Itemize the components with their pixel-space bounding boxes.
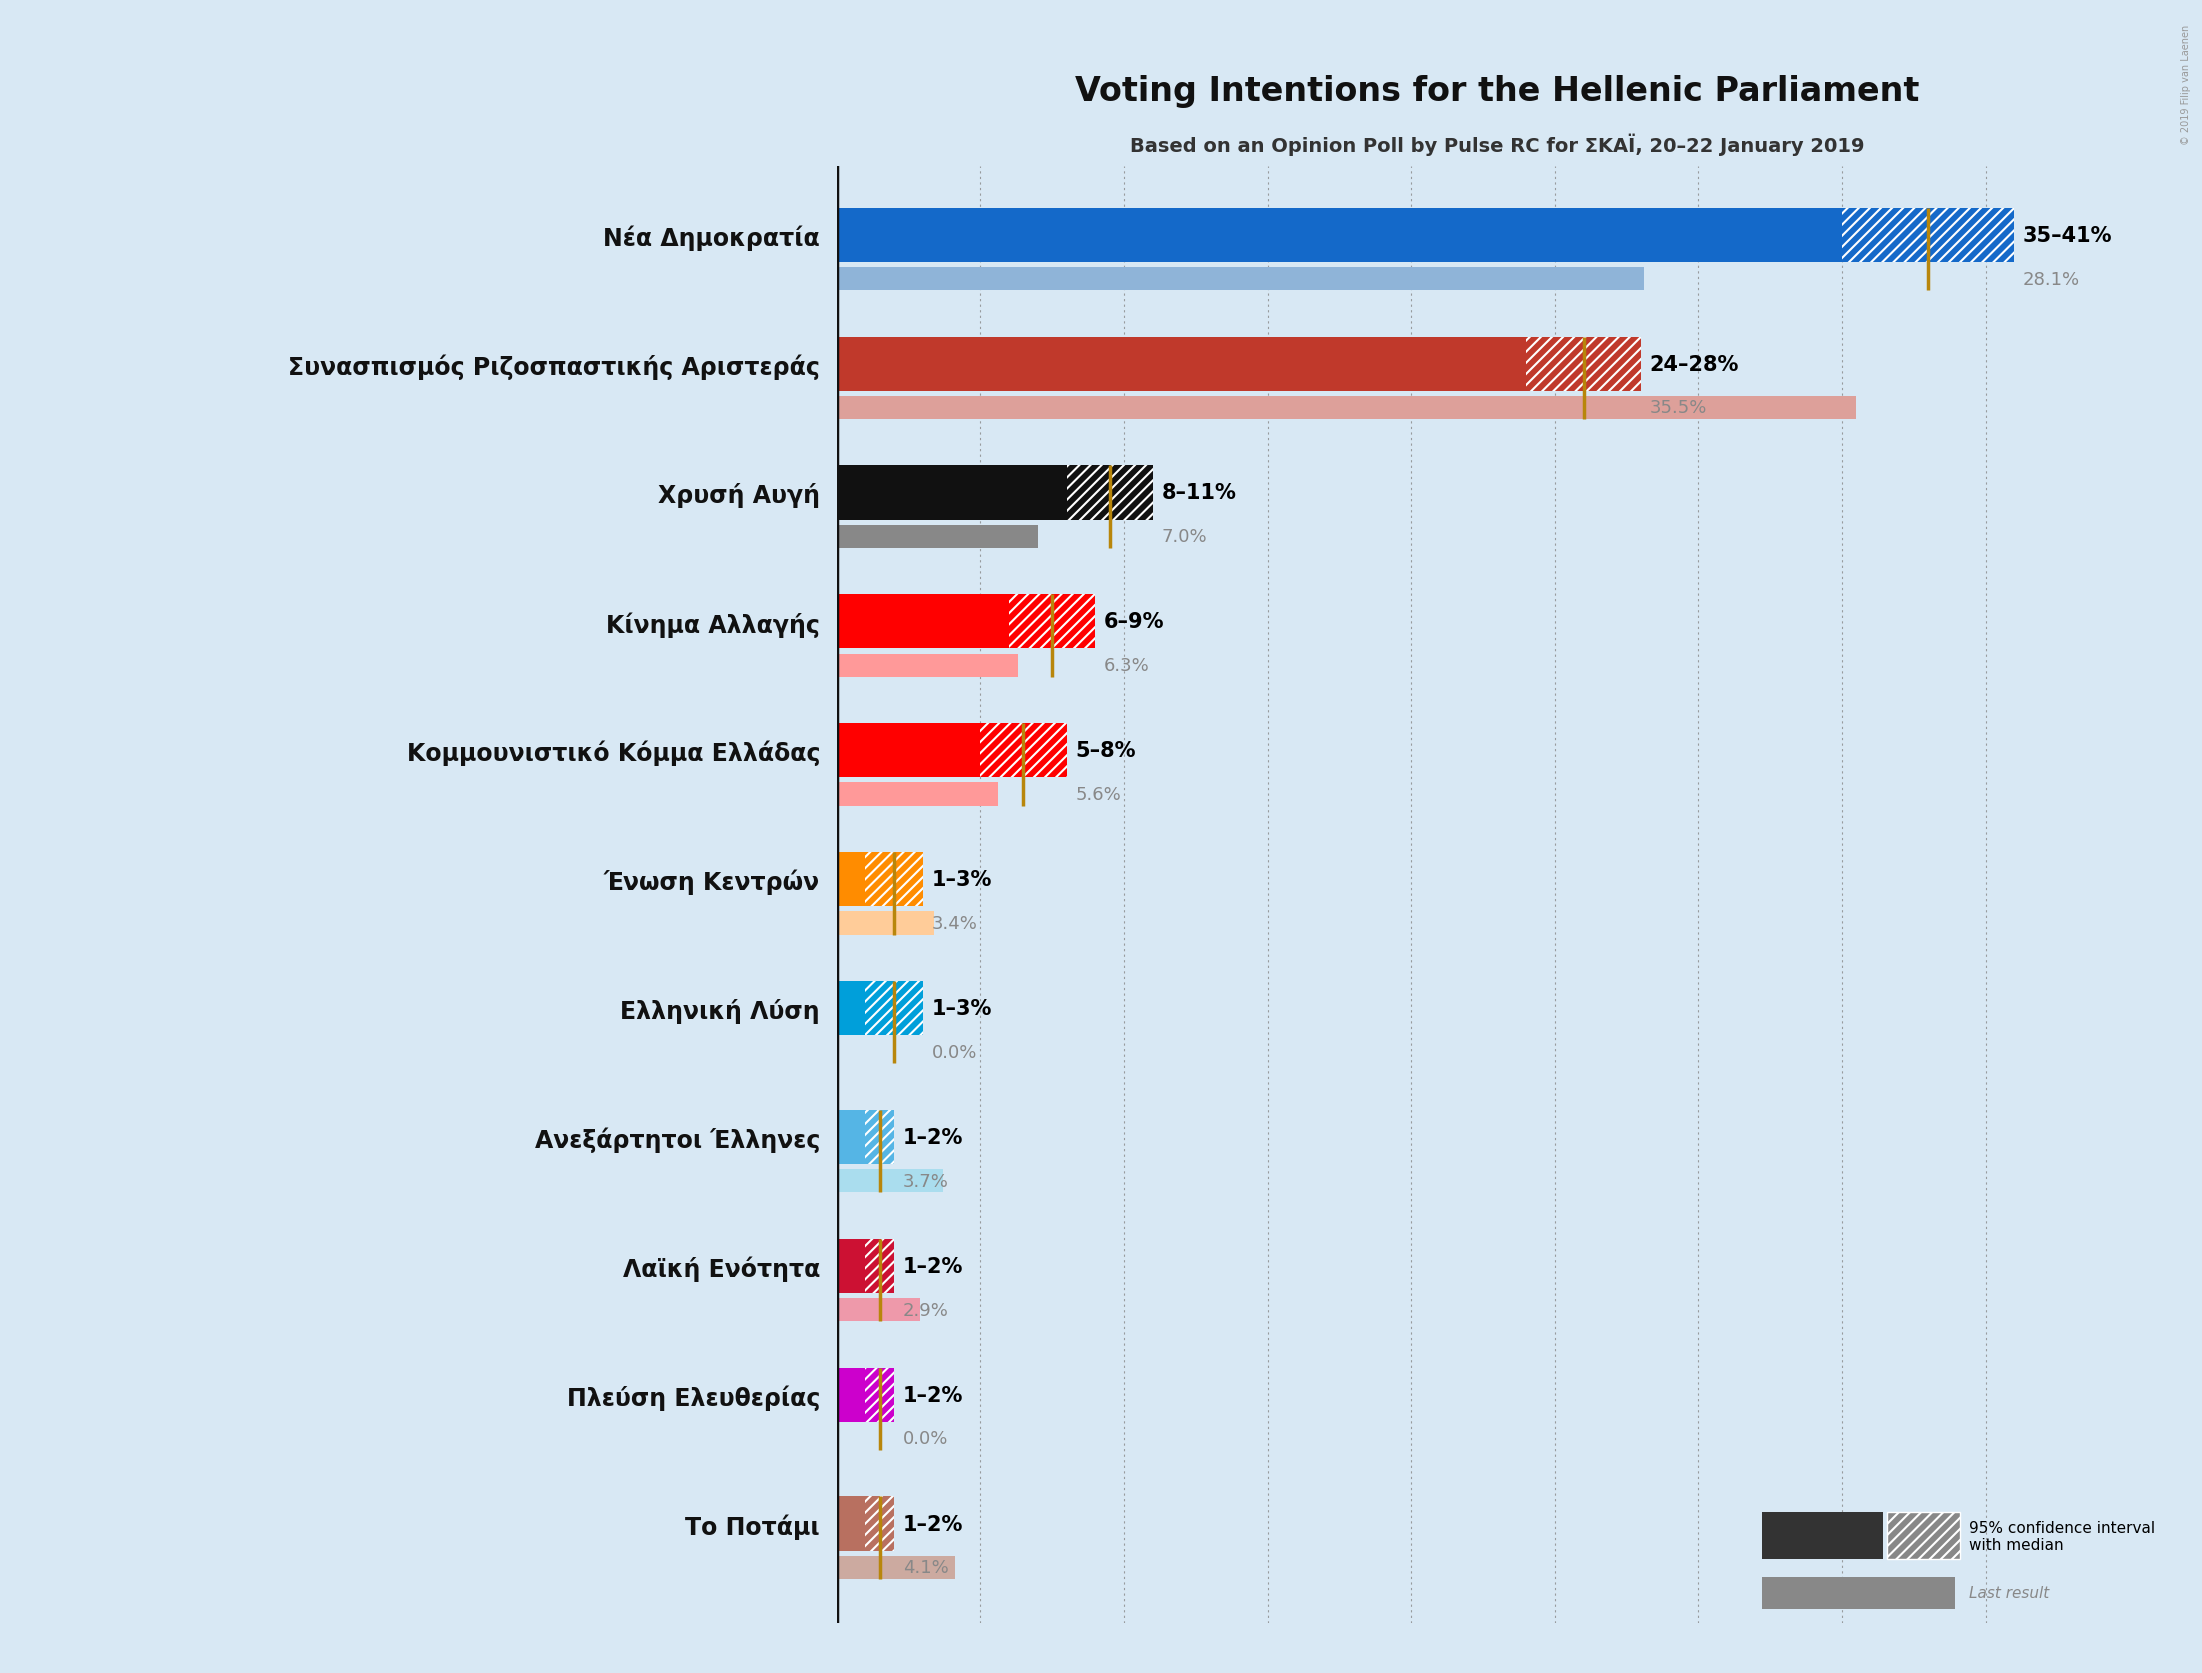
Bar — [837, 783, 998, 806]
Text: 2.9%: 2.9% — [903, 1302, 949, 1318]
Bar — [837, 1369, 865, 1422]
Text: 1–2%: 1–2% — [903, 1256, 962, 1276]
Text: 0.0%: 0.0% — [903, 1430, 949, 1447]
Bar — [837, 397, 1856, 420]
Bar — [837, 596, 1009, 649]
Text: Based on an Opinion Poll by Pulse RC for ΣΚΑΪ, 20–22 January 2019: Based on an Opinion Poll by Pulse RC for… — [1130, 134, 1865, 156]
Bar — [865, 853, 923, 907]
Bar — [837, 982, 865, 1036]
Text: 1–2%: 1–2% — [903, 1385, 962, 1405]
Text: 35.5%: 35.5% — [1649, 400, 1707, 417]
Text: Voting Intentions for the Hellenic Parliament: Voting Intentions for the Hellenic Parli… — [1075, 75, 1920, 109]
Text: 1–2%: 1–2% — [903, 1128, 962, 1148]
Text: 0.0%: 0.0% — [931, 1044, 978, 1061]
Text: 5–8%: 5–8% — [1075, 741, 1136, 761]
Text: 6.3%: 6.3% — [1103, 657, 1149, 674]
Text: 24–28%: 24–28% — [1649, 355, 1740, 375]
Text: 6–9%: 6–9% — [1103, 612, 1165, 632]
Bar — [837, 1169, 942, 1193]
Bar — [980, 724, 1066, 778]
Bar — [865, 1240, 894, 1293]
Bar — [837, 1240, 865, 1293]
Bar — [837, 1298, 920, 1322]
Text: 28.1%: 28.1% — [2024, 271, 2081, 288]
Bar — [837, 268, 1645, 291]
Text: 95% confidence interval
with median: 95% confidence interval with median — [1969, 1519, 2156, 1553]
Text: 1–3%: 1–3% — [931, 870, 991, 890]
Text: 4.1%: 4.1% — [903, 1559, 949, 1576]
Text: 35–41%: 35–41% — [2024, 226, 2112, 246]
Text: © 2019 Filip van Laenen: © 2019 Filip van Laenen — [2180, 25, 2191, 146]
Text: Last result: Last result — [1969, 1586, 2048, 1599]
Bar — [837, 209, 1843, 263]
Bar — [837, 338, 1526, 391]
Bar — [837, 1497, 865, 1551]
Bar — [837, 912, 934, 935]
Bar — [865, 1369, 894, 1422]
Text: 1–2%: 1–2% — [903, 1514, 962, 1534]
Text: 3.4%: 3.4% — [931, 915, 978, 932]
Bar — [1066, 467, 1152, 520]
Bar — [837, 654, 1017, 678]
Bar — [1843, 209, 2015, 263]
Text: 7.0%: 7.0% — [1160, 529, 1207, 545]
Bar — [865, 1497, 894, 1551]
Text: 1–3%: 1–3% — [931, 999, 991, 1019]
Bar — [837, 525, 1037, 549]
Bar — [837, 1556, 953, 1579]
Bar — [865, 1111, 894, 1164]
Text: 5.6%: 5.6% — [1075, 786, 1121, 803]
Bar — [837, 467, 1066, 520]
Bar — [865, 982, 923, 1036]
Bar — [837, 853, 865, 907]
Bar — [1526, 338, 1640, 391]
Bar — [837, 724, 980, 778]
Bar — [1009, 596, 1094, 649]
Text: 3.7%: 3.7% — [903, 1173, 949, 1190]
Text: 8–11%: 8–11% — [1160, 483, 1235, 504]
Bar — [837, 1111, 865, 1164]
